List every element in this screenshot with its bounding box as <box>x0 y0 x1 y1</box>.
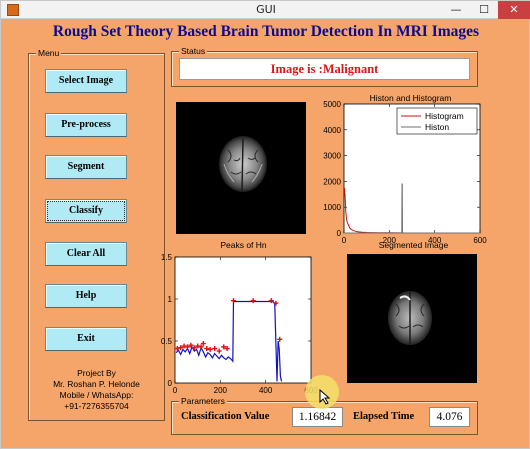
app-title: Rough Set Theory Based Brain Tumor Detec… <box>52 23 480 40</box>
x-tick-label: 0 <box>173 386 178 395</box>
histogram-plot: 0 200 400 600 0 1000 2000 3000 4000 5000 Histogram… <box>323 101 487 245</box>
peak-marker <box>204 346 210 352</box>
series-line-histon <box>344 183 480 234</box>
y-tick-label: 3000 <box>323 152 341 161</box>
segmented-image-title: Segmented Image <box>378 240 449 250</box>
parameters-panel-label: Parameters <box>179 396 227 406</box>
clear-all-button[interactable]: Clear All <box>45 242 127 266</box>
peak-marker <box>268 298 274 304</box>
x-tick-label: 400 <box>428 236 442 245</box>
matlab-icon <box>7 4 19 16</box>
classify-button[interactable]: Classify <box>45 199 127 223</box>
peak-marker <box>230 298 236 304</box>
help-button[interactable]: Help <box>45 284 127 308</box>
peak-marker <box>184 344 190 350</box>
peak-marker <box>207 346 213 352</box>
peaks-plot: 020040060000.511.5 <box>161 253 318 395</box>
x-tick-label: 600 <box>473 236 487 245</box>
x-tick-label: 200 <box>383 236 397 245</box>
peak-marker <box>198 344 204 350</box>
peaks-plot-title: Peaks of Hn <box>220 240 267 250</box>
y-tick-label: 4000 <box>323 126 341 135</box>
classification-value-label: Classification Value <box>181 411 270 422</box>
credit-line: Mr. Roshan P. Helonde <box>53 379 140 389</box>
x-tick-label: 200 <box>214 386 228 395</box>
peak-marker <box>178 345 184 351</box>
peak-marker <box>250 298 256 304</box>
original-mri-image <box>176 102 306 234</box>
y-tick-label: 0 <box>168 379 173 388</box>
peak-marker <box>195 343 201 349</box>
classification-value-field: 1.16842 <box>292 407 343 427</box>
peak-marker <box>273 300 279 306</box>
histogram-plot-title: Histon and Histogram <box>369 93 452 103</box>
elapsed-time-label: Elapsed Time <box>353 411 415 422</box>
y-tick-label: 5000 <box>323 101 341 109</box>
peak-marker <box>212 346 218 352</box>
maximize-button[interactable]: ☐ <box>479 3 489 16</box>
y-tick-label: 1.5 <box>161 253 173 262</box>
legend-box <box>396 107 478 135</box>
status-text: Image is :Malignant <box>179 58 470 80</box>
peak-marker <box>181 343 187 349</box>
select-image-button[interactable]: Select Image <box>45 69 127 93</box>
x-tick-label: 0 <box>342 236 347 245</box>
peak-marker <box>188 342 194 348</box>
y-tick-label: 0.5 <box>161 337 173 346</box>
y-tick-label: 0 <box>337 229 342 238</box>
peak-marker <box>221 344 227 350</box>
peak-marker <box>174 346 180 352</box>
parameters-panel: Parameters Classification Value 1.16842 … <box>171 396 478 435</box>
status-panel: Status Image is :Malignant <box>171 46 478 87</box>
credit-line: Mobile / WhatsApp: <box>59 390 134 400</box>
menu-panel: Menu Select Image Pre-process Segment Cl… <box>28 48 165 421</box>
elapsed-time-field: 4.076 <box>429 407 470 427</box>
segment-button[interactable]: Segment <box>45 155 127 179</box>
window-title: GUI <box>256 3 276 16</box>
credit-line: Project By <box>77 368 116 378</box>
exit-button[interactable]: Exit <box>45 327 127 351</box>
mouse-cursor-icon <box>319 389 331 405</box>
title-bar[interactable]: GUI — ☐ ✕ <box>1 1 530 19</box>
status-panel-label: Status <box>179 46 208 56</box>
plot-axes-box <box>174 256 312 384</box>
peak-marker <box>224 346 230 352</box>
legend-entry: Histogram <box>425 111 464 121</box>
x-tick-label: 400 <box>259 386 273 395</box>
close-button[interactable]: ✕ <box>498 1 530 19</box>
project-credit: Project By Mr. Roshan P. Helonde Mobile … <box>29 368 164 412</box>
peak-marker <box>191 345 197 351</box>
y-tick-label: 2000 <box>323 177 341 186</box>
peak-marker <box>277 336 283 342</box>
legend-entry: Histon <box>425 122 449 132</box>
y-tick-label: 1 <box>168 295 173 304</box>
y-tick-label: 1000 <box>323 203 341 212</box>
credit-line: +91-7276355704 <box>64 401 129 411</box>
menu-panel-label: Menu <box>36 48 62 58</box>
peak-marker <box>200 341 206 347</box>
segmented-image <box>347 254 477 383</box>
pre-process-button[interactable]: Pre-process <box>45 113 127 137</box>
peak-marker <box>216 348 222 354</box>
minimize-button[interactable]: — <box>450 3 462 16</box>
